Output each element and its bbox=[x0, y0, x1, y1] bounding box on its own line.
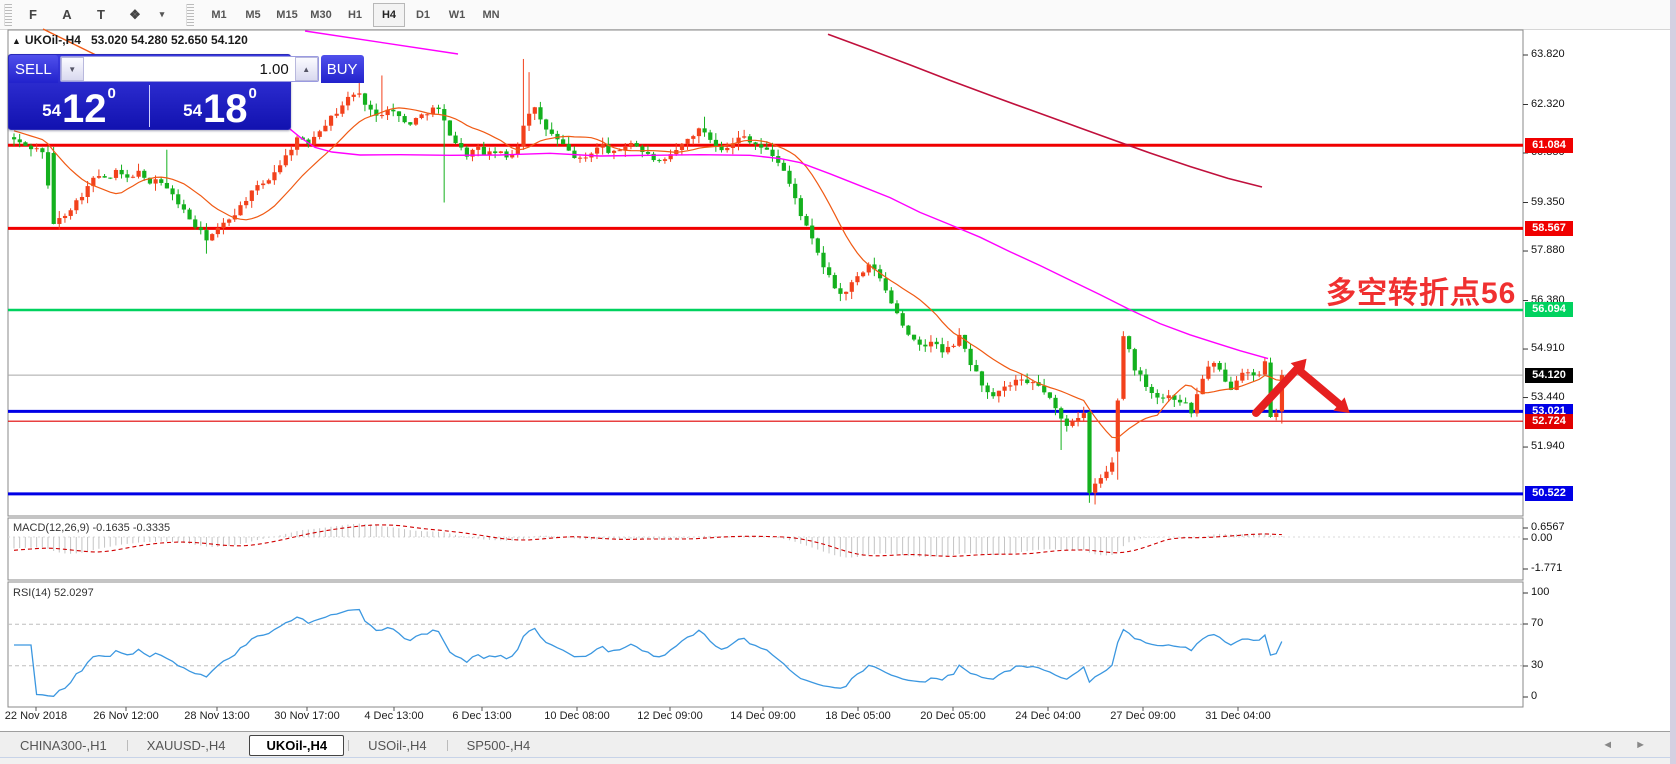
tab-scroll-left-icon[interactable]: ◄ bbox=[1602, 739, 1614, 751]
chart-tab-sp500h4[interactable]: SP500-,H4 bbox=[446, 735, 551, 756]
price-tick-62.320: 62.320 bbox=[1531, 97, 1565, 110]
timeframe-button-w1[interactable]: W1 bbox=[448, 8, 466, 21]
time-label: 14 Dec 09:00 bbox=[730, 710, 796, 722]
timeframe-button-mn[interactable]: MN bbox=[482, 8, 500, 21]
price-tick-53.440: 53.440 bbox=[1531, 390, 1565, 403]
price-level-chip-50.522: 50.522 bbox=[1525, 486, 1573, 502]
chart-symbol-label: UKOil-,H4 bbox=[24, 33, 81, 47]
time-label: 27 Dec 09:00 bbox=[1110, 710, 1176, 722]
time-label: 31 Dec 04:00 bbox=[1205, 710, 1271, 722]
symbol-collapse-icon[interactable]: ▲ bbox=[12, 36, 21, 46]
sell-price-point: 0 bbox=[107, 85, 116, 102]
chart-tab-bar: CHINA300-,H1 XAUUSD-,H4 UKOil-,H4 USOil-,H4… bbox=[0, 731, 1676, 758]
timeframe-button-m1[interactable]: M1 bbox=[211, 8, 227, 21]
rsi-scale-0: 0 bbox=[1531, 690, 1538, 702]
tab-scroll-buttons: ◄ ► bbox=[1602, 739, 1646, 751]
time-label: 18 Dec 05:00 bbox=[825, 710, 891, 722]
chart-ohlc-values: 53.020 54.280 52.650 54.120 bbox=[90, 33, 248, 47]
rsi-scale-70: 70 bbox=[1531, 617, 1544, 629]
timeframe-button-m30[interactable]: M30 bbox=[310, 8, 332, 21]
price-tick-57.880: 57.880 bbox=[1531, 244, 1565, 257]
timeframe-button-m15[interactable]: M15 bbox=[276, 8, 298, 21]
buy-price-pips: 18 bbox=[203, 87, 248, 131]
time-label: 22 Nov 2018 bbox=[4, 710, 68, 722]
chart-tabs: CHINA300-,H1 XAUUSD-,H4 UKOil-,H4 USOil-,H4… bbox=[0, 734, 551, 756]
drawing-tool-buttons: F A T ❖ bbox=[16, 3, 152, 27]
lot-increase-button[interactable]: ▲ bbox=[294, 57, 318, 81]
buy-price-whole: 54 bbox=[183, 101, 203, 120]
price-level-chip-52.724: 52.724 bbox=[1525, 413, 1573, 429]
timeframe-button-m5[interactable]: M5 bbox=[245, 8, 261, 21]
timeframe-button-h4[interactable]: H4 bbox=[373, 2, 405, 27]
macd-scale--1.771: -1.771 bbox=[1531, 562, 1563, 574]
trend-turning-point-annotation: 多空转折点56 bbox=[1326, 277, 1517, 310]
macd-scale-0.00: 0.00 bbox=[1531, 532, 1553, 544]
time-label: 4 Dec 13:00 bbox=[364, 710, 424, 722]
trade-panel-divider bbox=[149, 85, 150, 127]
timeframe-buttons: M1 M5 M15 M30 H1 H4 D1 W1 MN bbox=[202, 2, 508, 27]
time-label: 12 Dec 09:00 bbox=[637, 710, 703, 722]
price-level-chip-54.120: 54.120 bbox=[1525, 367, 1573, 383]
one-click-trade-panel: SELL ▼ ▲ BUY 54 12 0 54 18 0 bbox=[8, 54, 364, 130]
tab-scroll-right-icon[interactable]: ► bbox=[1635, 739, 1646, 751]
buy-button[interactable]: BUY bbox=[320, 55, 364, 83]
timeframe-button-d1[interactable]: D1 bbox=[415, 8, 431, 21]
toolbar: F A T ❖ ▾ M1 M5 M15 M30 H1 H4 D1 W1 MN bbox=[0, 0, 1676, 30]
rsi-indicator-label: RSI(14) 52.0297 bbox=[13, 587, 94, 599]
candlesticks bbox=[12, 58, 1285, 505]
price-tick-63.820: 63.820 bbox=[1531, 48, 1565, 60]
price-level-chip-58.567: 58.567 bbox=[1525, 220, 1573, 236]
time-label: 28 Nov 13:00 bbox=[184, 710, 250, 722]
timeframe-button-h1[interactable]: H1 bbox=[347, 8, 363, 21]
macd-scale-0.6567: 0.6567 bbox=[1531, 521, 1565, 533]
chart-shift-tool-icon[interactable]: F bbox=[29, 7, 37, 22]
price-tick-51.940: 51.940 bbox=[1531, 440, 1565, 453]
rsi-scale-30: 30 bbox=[1531, 659, 1544, 671]
lot-decrease-button[interactable]: ▼ bbox=[60, 57, 84, 81]
lot-size-spinner: ▼ ▲ bbox=[59, 56, 319, 82]
price-level-chip-61.084: 61.084 bbox=[1525, 137, 1573, 153]
price-tick-54.910: 54.910 bbox=[1531, 342, 1565, 355]
lot-size-input[interactable] bbox=[83, 57, 295, 81]
buy-price[interactable]: 54 18 0 bbox=[150, 83, 290, 129]
draw-arrows-tool-icon[interactable]: ❖ bbox=[129, 6, 141, 22]
rsi-scale-100: 100 bbox=[1531, 586, 1550, 598]
time-label: 30 Nov 17:00 bbox=[274, 710, 340, 722]
chart-title: ▲ UKOil-,H4 53.020 54.280 52.650 54.120 bbox=[12, 33, 248, 47]
macd-indicator-label: MACD(12,26,9) -0.1635 -0.3335 bbox=[13, 522, 171, 534]
trade-panel-prices: 54 12 0 54 18 0 bbox=[9, 83, 290, 129]
buy-price-point: 0 bbox=[248, 85, 257, 102]
time-label: 24 Dec 04:00 bbox=[1015, 710, 1081, 722]
price-tick-59.350: 59.350 bbox=[1531, 195, 1565, 208]
sell-price[interactable]: 54 12 0 bbox=[9, 83, 149, 129]
chart-tab-china300h1[interactable]: CHINA300-,H1 bbox=[20, 737, 107, 753]
sell-price-whole: 54 bbox=[42, 101, 62, 120]
text-label-tool-icon[interactable]: A bbox=[62, 7, 72, 22]
time-label: 6 Dec 13:00 bbox=[452, 710, 512, 722]
status-bar bbox=[0, 757, 1676, 764]
sell-price-pips: 12 bbox=[62, 87, 107, 131]
chart-tab-xauusdh4[interactable]: XAUUSD-,H4 bbox=[126, 735, 246, 756]
toolbar-grip[interactable] bbox=[4, 3, 12, 26]
chart-tab-usoilh4[interactable]: USOil-,H4 bbox=[348, 735, 447, 756]
price-level-chip-56.094: 56.094 bbox=[1525, 302, 1573, 318]
sell-button[interactable]: SELL bbox=[9, 55, 58, 83]
toolbar-grip-2[interactable] bbox=[186, 3, 194, 26]
trade-panel-top-row: SELL ▼ ▲ BUY bbox=[9, 55, 364, 83]
time-label: 10 Dec 08:00 bbox=[544, 710, 610, 722]
time-label: 20 Dec 05:00 bbox=[920, 710, 986, 722]
chart-tab-ukoilh4[interactable]: UKOil-,H4 bbox=[249, 734, 345, 756]
window-right-edge bbox=[1670, 0, 1676, 764]
time-label: 26 Nov 12:00 bbox=[93, 710, 159, 722]
draw-tools-dropdown-icon[interactable]: ▾ bbox=[159, 9, 165, 19]
text-tool-icon[interactable]: T bbox=[97, 7, 105, 22]
